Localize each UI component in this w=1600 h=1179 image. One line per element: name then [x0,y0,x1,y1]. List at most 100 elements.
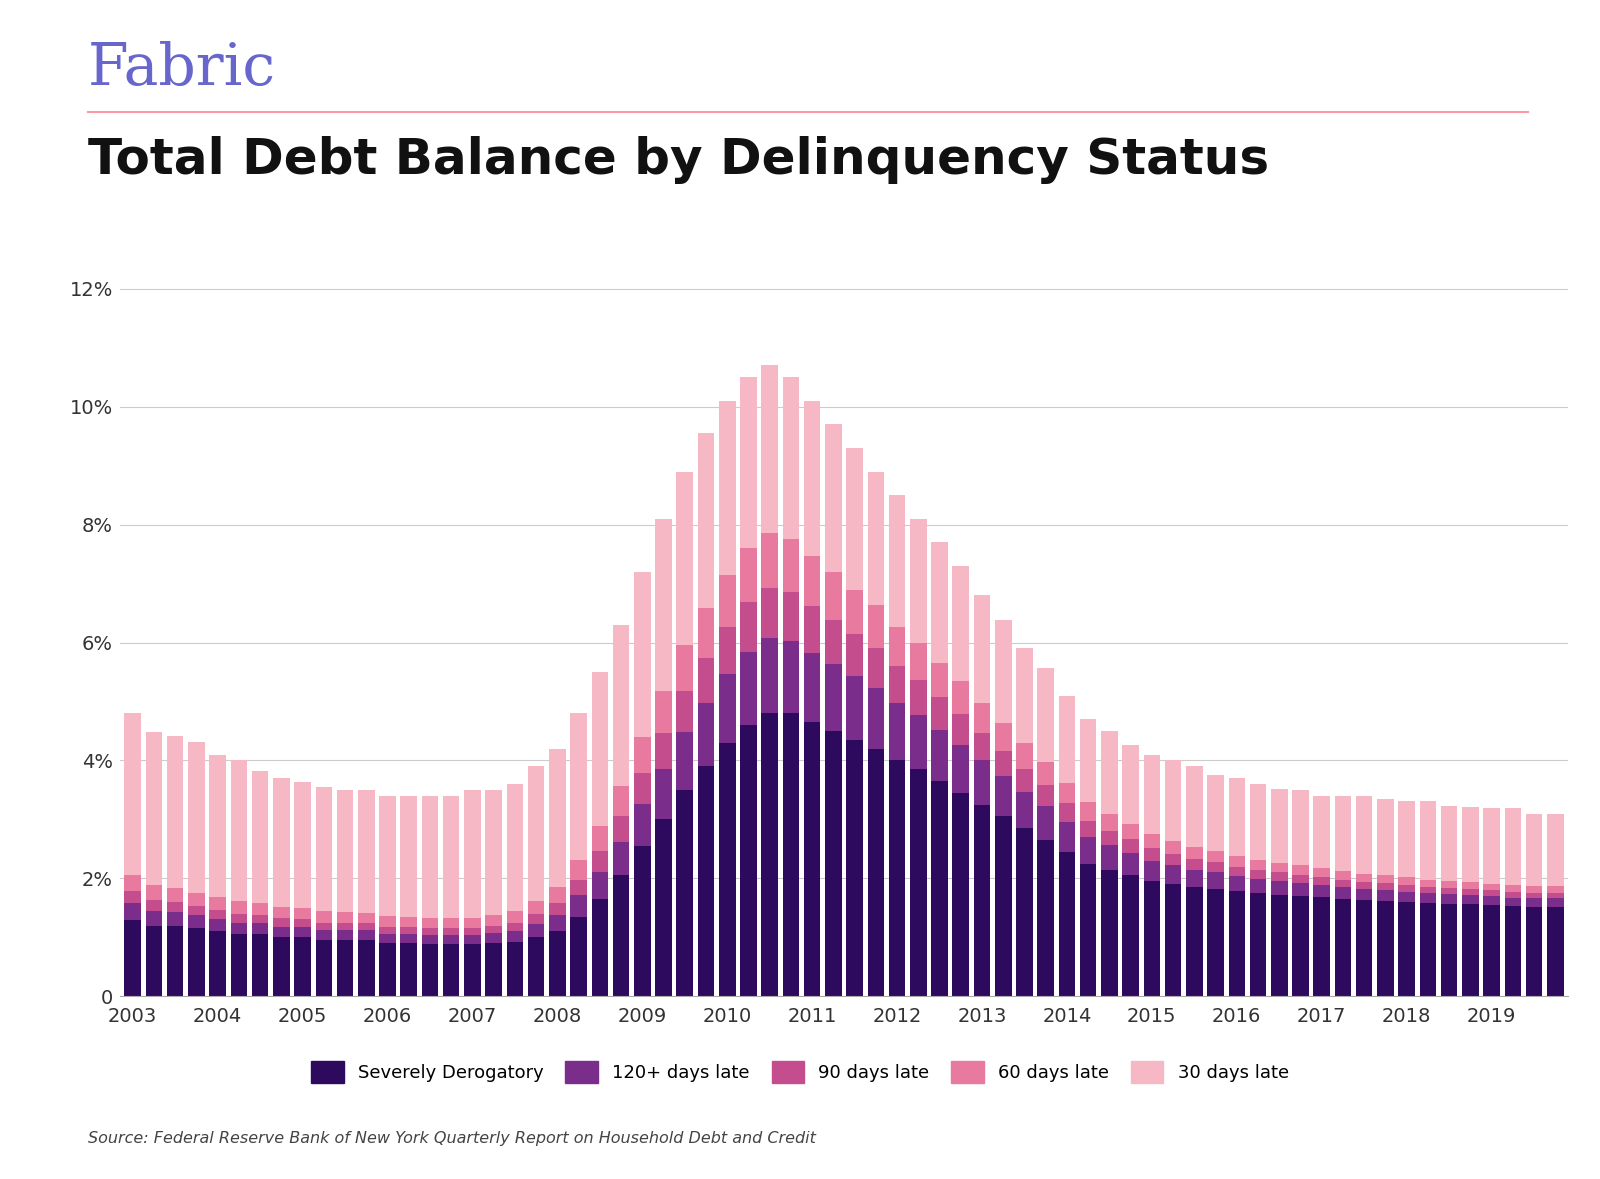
Bar [952,792,970,996]
Bar [549,887,566,903]
Text: Source: Federal Reserve Bank of New York Quarterly Report on Household Debt and : Source: Federal Reserve Bank of New York… [88,1131,816,1146]
Bar [910,644,926,680]
Bar [974,595,990,703]
Bar [400,934,418,943]
Bar [422,928,438,935]
Bar [1270,895,1288,996]
Bar [274,937,290,996]
Bar [230,934,246,996]
Bar [762,639,778,713]
Bar [1037,763,1054,785]
Bar [846,590,862,634]
Bar [867,606,885,648]
Bar [1270,863,1288,872]
Bar [1144,848,1160,861]
Bar [1016,648,1032,744]
Bar [528,937,544,996]
Bar [1250,784,1266,861]
Bar [1442,903,1458,996]
Bar [1080,821,1096,837]
Bar [464,928,480,935]
Bar [315,922,333,930]
Bar [1504,905,1522,996]
Bar [952,566,970,681]
Bar [210,931,226,996]
Bar [826,424,842,573]
Bar [166,736,184,888]
Bar [910,714,926,770]
Bar [1208,872,1224,889]
Bar [656,691,672,733]
Bar [294,908,310,920]
Bar [230,922,246,934]
Bar [189,915,205,929]
Bar [762,365,778,533]
Bar [698,658,714,703]
Bar [1334,871,1352,880]
Bar [166,888,184,902]
Bar [1037,806,1054,839]
Bar [294,782,310,908]
Bar [867,648,885,689]
Bar [1355,889,1373,901]
Bar [1442,806,1458,881]
Bar [528,924,544,937]
Bar [1059,783,1075,804]
Bar [1059,804,1075,823]
Bar [1037,839,1054,996]
Bar [1483,905,1499,996]
Text: Fabric: Fabric [88,41,277,97]
Bar [1186,766,1203,847]
Bar [1526,898,1542,907]
Bar [570,880,587,896]
Bar [1122,854,1139,875]
Bar [1208,775,1224,851]
Bar [1378,883,1394,890]
Bar [230,901,246,914]
Bar [1229,856,1245,867]
Bar [1037,668,1054,763]
Bar [443,935,459,944]
Bar [1378,875,1394,883]
Bar [1547,887,1563,893]
Bar [1144,861,1160,882]
Bar [1208,863,1224,872]
Bar [274,918,290,927]
Bar [251,923,269,934]
Bar [910,770,926,996]
Bar [1016,744,1032,769]
Bar [613,786,629,816]
Bar [1250,861,1266,870]
Bar [1526,907,1542,996]
Bar [1334,887,1352,898]
Bar [1186,858,1203,870]
Bar [634,737,651,773]
Bar [1144,755,1160,834]
Bar [1504,891,1522,898]
Bar [1101,830,1118,845]
Bar [1101,731,1118,815]
Bar [230,760,246,901]
Bar [315,930,333,941]
Bar [1314,868,1330,877]
Bar [910,680,926,714]
Bar [210,896,226,910]
Bar [677,790,693,996]
Bar [1186,847,1203,858]
Bar [952,713,970,745]
Bar [379,934,395,943]
Bar [1547,898,1563,907]
Bar [294,937,310,996]
Bar [315,788,333,911]
Bar [931,730,947,780]
Bar [379,916,395,927]
Bar [1165,760,1181,841]
Bar [1314,897,1330,996]
Bar [762,533,778,587]
Bar [251,771,269,903]
Bar [1547,893,1563,898]
Bar [358,941,374,996]
Bar [762,587,778,639]
Bar [888,760,906,996]
Bar [443,796,459,917]
